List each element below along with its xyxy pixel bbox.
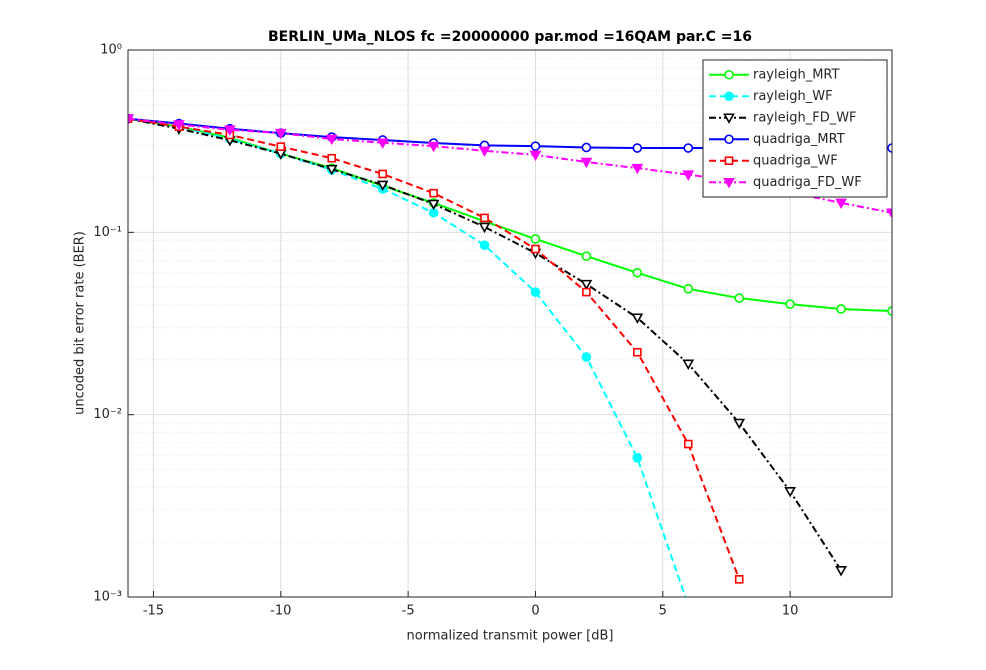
marker xyxy=(427,141,440,153)
marker xyxy=(886,208,892,219)
marker xyxy=(724,69,734,80)
marker xyxy=(733,418,746,430)
x-tick-label: -5 xyxy=(402,604,415,619)
y-tick-label: 10⁻² xyxy=(93,407,122,422)
y-tick-label: 10⁻³ xyxy=(93,590,122,605)
x-tick-label: -10 xyxy=(270,604,291,619)
marker xyxy=(480,213,489,223)
marker xyxy=(173,120,185,131)
marker xyxy=(632,453,643,463)
x-tick-label: 5 xyxy=(659,604,667,619)
marker xyxy=(785,299,795,309)
marker xyxy=(784,486,797,498)
axes: -15 -10 -5 0 5 10 10⁻³ 10⁻² 10⁻¹ 10⁰ xyxy=(93,43,798,619)
marker xyxy=(325,164,338,176)
marker xyxy=(376,138,389,149)
marker xyxy=(580,157,593,169)
marker xyxy=(529,150,542,161)
legend-label: rayleigh_MRT xyxy=(753,67,840,82)
marker xyxy=(631,313,644,324)
marker xyxy=(223,125,236,136)
marker xyxy=(723,177,735,189)
marker xyxy=(378,169,387,179)
marker xyxy=(633,347,642,357)
marker xyxy=(581,251,592,261)
marker xyxy=(632,143,643,153)
marker xyxy=(376,180,389,192)
legend-label: quadriga_WF xyxy=(753,153,838,168)
marker xyxy=(478,146,491,157)
x-tick-label: -15 xyxy=(143,604,164,619)
legend-label: quadriga_FD_WF xyxy=(753,175,862,190)
legend-label: rayleigh_WF xyxy=(753,89,833,104)
marker xyxy=(724,134,734,145)
marker xyxy=(325,134,338,146)
marker xyxy=(581,142,592,153)
chart-title: BERLIN_UMa_NLOS fc =20000000 par.mod =16… xyxy=(268,29,752,45)
x-tick-label: 10 xyxy=(782,604,799,619)
marker xyxy=(682,359,695,370)
marker xyxy=(836,304,846,314)
legend-label: rayleigh_FD_WF xyxy=(753,110,857,125)
x-tick-label: 0 xyxy=(531,604,539,619)
marker xyxy=(887,306,892,316)
marker xyxy=(530,234,541,244)
marker xyxy=(478,222,491,234)
legend-box xyxy=(702,59,888,198)
axes-box xyxy=(127,49,893,598)
marker xyxy=(684,601,692,609)
marker xyxy=(683,284,694,294)
marker xyxy=(682,170,695,181)
marker xyxy=(723,113,735,124)
marker xyxy=(581,352,592,362)
y-axis-label: uncoded bit error rate (BER) xyxy=(73,231,88,415)
marker xyxy=(530,141,541,151)
marker xyxy=(835,198,847,210)
legend-label: quadriga_MRT xyxy=(753,132,845,147)
y-tick-label: 10⁰ xyxy=(100,43,122,58)
marker xyxy=(724,156,734,166)
marker xyxy=(530,287,541,297)
series-line xyxy=(128,117,842,571)
marker xyxy=(274,128,287,140)
marker xyxy=(427,199,440,211)
marker xyxy=(429,188,438,198)
marker xyxy=(835,566,847,577)
y-tick-label: 10⁻¹ xyxy=(93,225,122,240)
marker xyxy=(128,114,134,125)
marker xyxy=(734,575,744,584)
legend: rayleigh_MRT rayleigh_WF rayleigh_FD_WFqua… xyxy=(702,59,888,198)
marker xyxy=(887,143,892,153)
marker xyxy=(724,91,734,102)
marker xyxy=(276,142,286,151)
marker xyxy=(531,244,540,254)
marker xyxy=(631,163,644,175)
marker xyxy=(683,439,693,449)
marker xyxy=(632,267,643,278)
series-line xyxy=(128,117,892,313)
marker xyxy=(582,287,591,297)
marker xyxy=(683,143,694,153)
marker xyxy=(479,240,490,251)
marker xyxy=(327,153,337,163)
marker xyxy=(580,279,593,291)
series-line xyxy=(128,117,687,597)
x-axis-label: normalized transmit power [dB] xyxy=(407,629,614,644)
marker xyxy=(734,293,745,303)
